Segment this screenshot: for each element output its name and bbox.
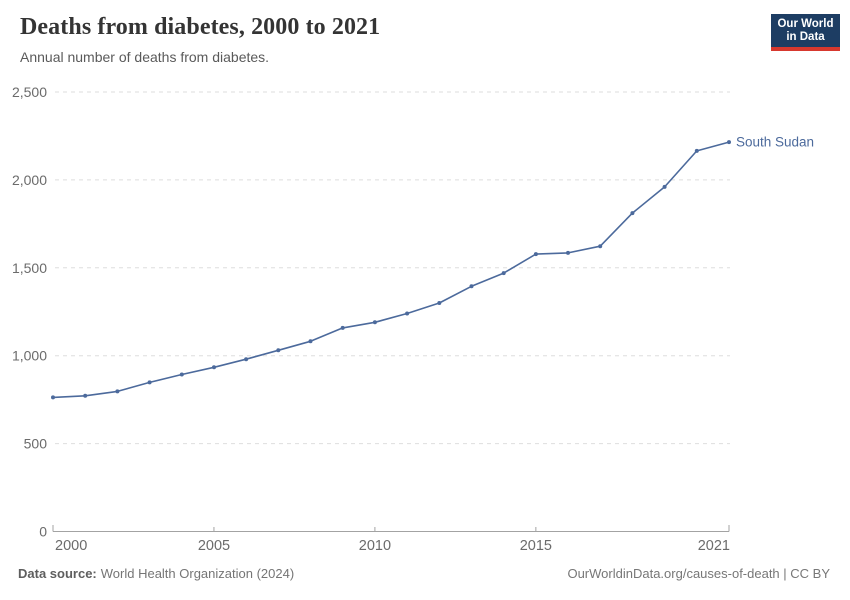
y-axis-tick-label: 2,500 — [12, 84, 47, 100]
data-point[interactable] — [340, 325, 345, 330]
data-point[interactable] — [469, 284, 474, 289]
data-point[interactable] — [662, 184, 667, 189]
data-point[interactable] — [308, 339, 313, 344]
x-axis-tick-label: 2021 — [698, 538, 730, 554]
y-axis-tick-label: 500 — [24, 436, 48, 452]
data-point[interactable] — [598, 244, 603, 249]
data-point[interactable] — [115, 389, 120, 394]
y-axis-tick-label: 1,000 — [12, 348, 47, 364]
y-axis-tick-label: 1,500 — [12, 260, 47, 276]
data-source-label: Data source: — [18, 566, 97, 581]
data-point[interactable] — [276, 348, 281, 353]
y-axis-tick-label: 2,000 — [12, 172, 47, 188]
x-axis-tick-label: 2000 — [55, 538, 87, 554]
entity-label[interactable]: South Sudan — [736, 135, 814, 150]
series-line[interactable] — [52, 141, 730, 399]
data-point[interactable] — [501, 271, 506, 276]
page-title: Deaths from diabetes, 2000 to 2021 — [20, 14, 381, 40]
x-axis-tick-label: 2005 — [198, 538, 230, 554]
data-point[interactable] — [179, 372, 184, 377]
data-point[interactable] — [533, 252, 538, 257]
data-source: Data source: World Health Organization (2… — [18, 566, 294, 581]
y-axis-tick-label: 0 — [39, 524, 47, 540]
data-point[interactable] — [694, 148, 699, 153]
credit-link[interactable]: OurWorldinData.org/causes-of-death | CC … — [567, 566, 830, 581]
x-axis-tick-label: 2015 — [520, 538, 552, 554]
data-point[interactable] — [83, 393, 88, 398]
data-point[interactable] — [147, 380, 152, 385]
owid-logo-line2: in Data — [786, 31, 825, 43]
data-point[interactable] — [405, 311, 410, 316]
data-source-text: World Health Organization (2024) — [100, 566, 295, 581]
chart-subtitle: Annual number of deaths from diabetes. — [20, 49, 270, 65]
chart-header: Deaths from diabetes, 2000 to 2021 Annua… — [20, 12, 380, 65]
data-point[interactable] — [212, 365, 216, 370]
data-point[interactable] — [372, 320, 377, 325]
data-point[interactable] — [727, 140, 731, 145]
data-point[interactable] — [566, 250, 570, 255]
x-axis-tick-label: 2010 — [359, 538, 391, 554]
data-point[interactable] — [51, 395, 55, 400]
data-point[interactable] — [437, 301, 442, 305]
data-point[interactable] — [630, 211, 635, 216]
chart-footer: Data source: World Health Organization (2… — [18, 566, 830, 581]
data-point[interactable] — [244, 357, 249, 362]
owid-logo-line1: Our World — [777, 18, 834, 30]
owid-logo[interactable]: Our World in Data — [771, 14, 840, 51]
